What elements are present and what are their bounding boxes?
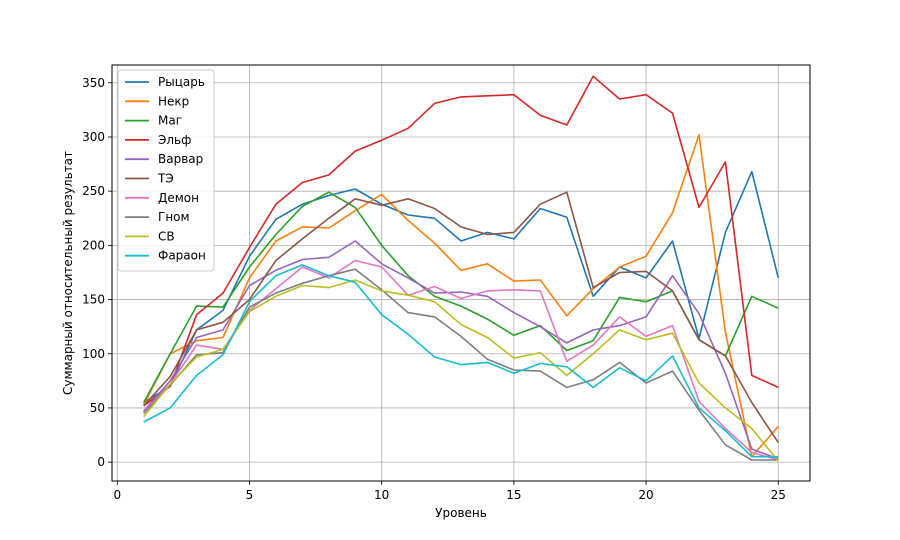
legend-label: Демон xyxy=(158,191,199,205)
series-line xyxy=(143,268,779,461)
legend-label: Некр xyxy=(158,94,189,108)
x-tick-label: 20 xyxy=(638,488,653,502)
series-line xyxy=(143,75,779,407)
y-tick-label: 250 xyxy=(82,184,105,198)
legend-label: Фараон xyxy=(158,249,206,263)
y-tick-label: 150 xyxy=(82,293,105,307)
x-tick-label: 15 xyxy=(506,488,521,502)
y-tick-label: 100 xyxy=(82,347,105,361)
series-lines xyxy=(142,75,780,462)
y-tick-label: 200 xyxy=(82,238,105,252)
series-line xyxy=(143,264,779,458)
x-axis-label: Уровень xyxy=(435,506,487,520)
legend-label: Гном xyxy=(158,210,190,224)
y-tick-label: 50 xyxy=(90,401,105,415)
series-line xyxy=(143,240,779,460)
series-line xyxy=(143,191,779,444)
x-tick-label: 25 xyxy=(771,488,786,502)
x-tick-label: 0 xyxy=(113,488,121,502)
plot-frame xyxy=(111,64,811,482)
legend-label: Эльф xyxy=(158,133,191,147)
x-tick-label: 10 xyxy=(374,488,389,502)
x-tick-label: 5 xyxy=(246,488,254,502)
series-line xyxy=(143,259,779,461)
legend-label: Варвар xyxy=(158,152,203,166)
y-axis-label: Суммарный относительный результат xyxy=(61,151,75,395)
series-line xyxy=(142,134,779,458)
legend-label: ТЭ xyxy=(157,172,174,186)
y-tick-label: 0 xyxy=(97,455,105,469)
y-tick-label: 350 xyxy=(82,76,105,90)
grid-lines xyxy=(112,65,810,481)
series-line xyxy=(143,279,779,462)
legend: Рыцарь Некр Маг Эльф Варвар ТЭ Демон Гном СВ Фара… xyxy=(117,69,215,272)
legend-label: СВ xyxy=(158,229,175,243)
series-line xyxy=(143,170,780,404)
legend-label: Маг xyxy=(158,114,182,128)
y-axis-ticks: 0 50 100 150 200 250 300 350 xyxy=(82,76,112,469)
x-axis-ticks: 0 5 10 15 20 25 xyxy=(113,481,786,502)
legend-label: Рыцарь xyxy=(158,75,205,89)
y-tick-label: 300 xyxy=(82,130,105,144)
